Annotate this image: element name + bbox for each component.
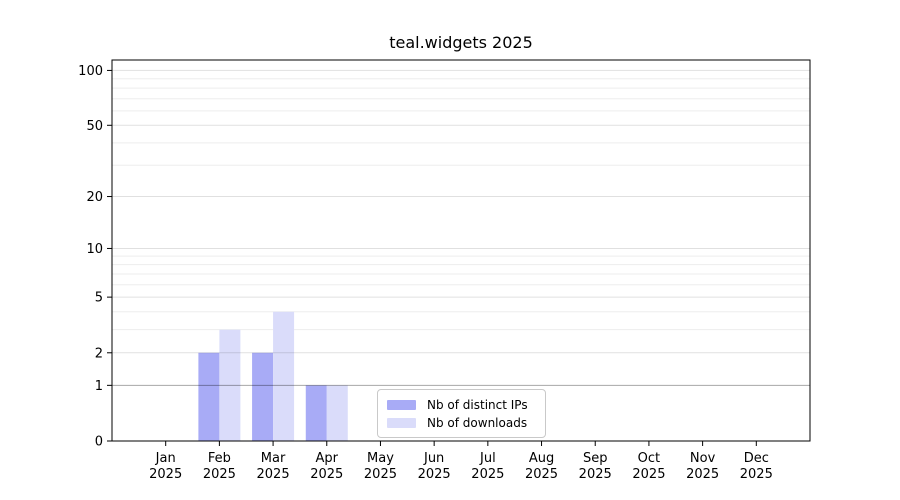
x-tick-label: Jan 2025 (149, 451, 182, 482)
x-tick-label: Nov 2025 (686, 451, 719, 482)
bar-apr-downloads (326, 385, 348, 441)
y-tick-label: 1 (95, 379, 103, 394)
x-tick-label: Apr 2025 (310, 451, 343, 482)
x-tick-label: Jul 2025 (471, 451, 504, 482)
x-tick-label: Mar 2025 (257, 451, 290, 482)
bar-mar-downloads (273, 311, 295, 441)
x-tick-label: Jun 2025 (418, 451, 451, 482)
legend-item-downloads: Nb of downloads (387, 415, 545, 430)
y-tick-label: 100 (78, 64, 103, 79)
y-tick-label: 2 (95, 346, 103, 361)
chart-title: teal.widgets 2025 (389, 33, 533, 52)
x-tick-label: Oct 2025 (632, 451, 665, 482)
y-tick-label: 50 (86, 119, 103, 134)
legend-label-downloads: Nb of downloads (427, 415, 528, 430)
y-tick-label: 5 (95, 291, 103, 306)
bar-apr-distinct-ips (305, 385, 327, 441)
legend-item-distinct-ips: Nb of distinct IPs (387, 397, 545, 412)
y-tick-label: 20 (86, 190, 103, 205)
legend-swatch-distinct-ips (387, 399, 416, 410)
y-tick-label: 10 (86, 242, 103, 257)
x-tick-label: May 2025 (364, 451, 397, 482)
bar-feb-downloads (219, 329, 241, 441)
legend-swatch-downloads (387, 417, 416, 428)
y-tick-label: 0 (95, 435, 103, 450)
bar-feb-distinct-ips (198, 352, 220, 441)
x-tick-label: Feb 2025 (203, 451, 236, 482)
plot-border (111, 59, 811, 442)
x-tick-label: Aug 2025 (525, 451, 558, 482)
legend-box: Nb of distinct IPs Nb of downloads (377, 389, 546, 438)
bar-mar-distinct-ips (252, 352, 274, 441)
x-tick-label: Sep 2025 (579, 451, 612, 482)
legend-label-distinct-ips: Nb of distinct IPs (427, 397, 528, 412)
x-tick-label: Dec 2025 (740, 451, 773, 482)
